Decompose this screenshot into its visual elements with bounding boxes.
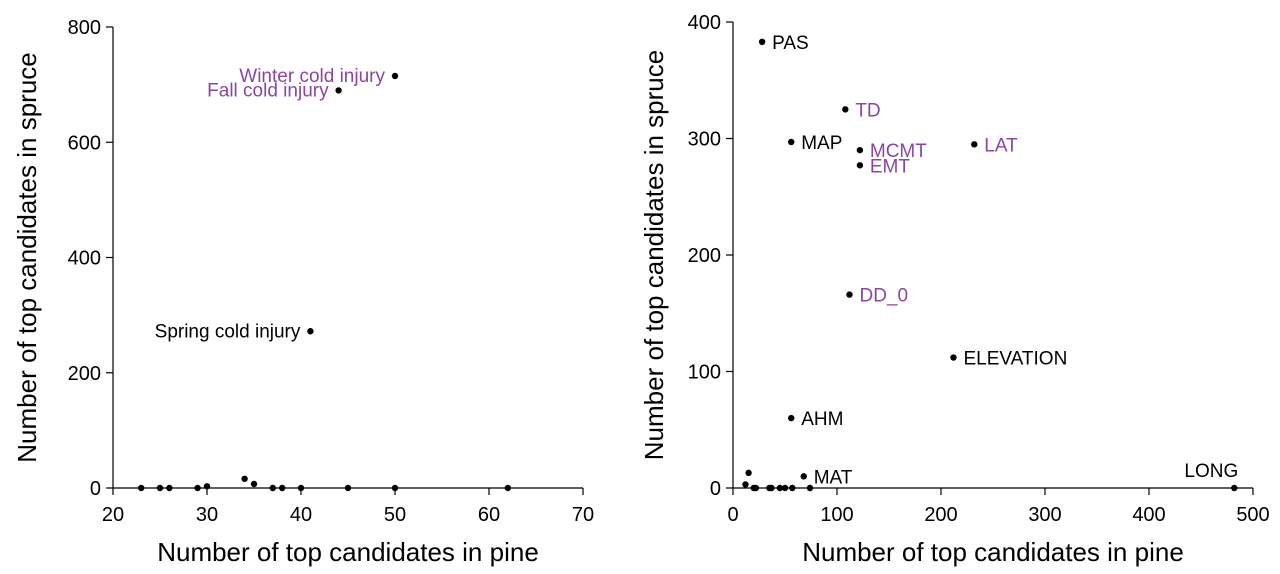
data-point <box>344 484 352 492</box>
data-point <box>788 138 795 146</box>
data-point <box>138 484 145 492</box>
chart-panel-climate-variables: 0 100 200 300 400 0 100 200 300 400 500 Number of t… <box>639 12 1270 567</box>
y-axis-title: Number of top candidates in spruce <box>639 50 669 460</box>
data-point <box>156 484 164 492</box>
data-point <box>250 480 258 488</box>
data-point <box>781 484 789 492</box>
point-label: ELEVATION <box>963 349 1067 370</box>
y-tick-label: 400 <box>688 12 721 34</box>
x-tick-label: 20 <box>102 504 124 526</box>
x-tick-label: 0 <box>727 504 738 526</box>
point-label: TD <box>855 100 880 121</box>
x-axis-title: Number of top candidates in pine <box>157 537 539 567</box>
data-point <box>768 484 775 492</box>
data-point <box>241 475 248 482</box>
y-axis-title: Number of top candidates in spruce <box>12 52 42 462</box>
data-point <box>806 484 814 492</box>
point-label: MAP <box>801 133 842 154</box>
data-point <box>1231 484 1238 492</box>
x-tick-label: 50 <box>384 504 406 526</box>
data-point <box>846 291 853 298</box>
data-point <box>269 484 276 492</box>
x-axis-title: Number of top candidates in pine <box>802 537 1184 567</box>
x-tick-label: 200 <box>924 504 957 526</box>
data-point <box>752 484 760 492</box>
x-tick-label: 400 <box>1132 504 1165 526</box>
y-tick-label: 600 <box>68 132 101 154</box>
x-tick-label: 40 <box>290 504 312 526</box>
data-point <box>742 481 749 488</box>
data-point <box>856 162 864 169</box>
y-tick-label: 0 <box>90 478 101 500</box>
data-point <box>789 484 796 492</box>
data-point <box>307 328 314 335</box>
y-tick-label: 400 <box>68 248 101 270</box>
data-point <box>391 72 399 80</box>
data-point <box>194 484 201 492</box>
data-point <box>335 87 342 94</box>
point-label: EMT <box>870 156 911 177</box>
y-tick-label: 200 <box>688 245 721 267</box>
data-point <box>297 484 305 492</box>
point-label: LAT <box>984 135 1018 156</box>
y-tick-label: 0 <box>710 478 721 500</box>
point-label: Spring cold injury <box>155 321 301 342</box>
data-point <box>203 483 211 490</box>
point-label: AHM <box>801 409 843 430</box>
data-point <box>776 484 783 492</box>
x-tick-label: 300 <box>1028 504 1061 526</box>
y-tick-label: 800 <box>68 17 101 39</box>
y-tick-label: 300 <box>688 129 721 151</box>
point-label: DD_0 <box>859 286 908 307</box>
point-label: PAS <box>772 33 809 54</box>
data-point <box>800 473 807 480</box>
point-label: Winter cold injury <box>239 66 385 87</box>
y-tick-label: 200 <box>68 363 101 385</box>
point-label: MAT <box>814 467 853 488</box>
data-point <box>758 38 766 46</box>
data-point <box>391 484 399 492</box>
point-label: LONG <box>1184 461 1238 482</box>
point-label: Fall cold injury <box>207 80 329 101</box>
x-tick-label: 60 <box>478 504 500 526</box>
data-point <box>856 146 864 154</box>
x-tick-label: 100 <box>820 504 853 526</box>
data-point <box>788 414 795 422</box>
data-point <box>279 484 286 492</box>
data-point <box>971 141 978 148</box>
y-tick-label: 100 <box>688 362 721 384</box>
x-tick-label: 30 <box>196 504 218 526</box>
data-point <box>504 484 511 492</box>
point-label: MCMT <box>870 141 927 162</box>
x-tick-label: 500 <box>1236 504 1269 526</box>
data-point <box>745 469 752 477</box>
data-point <box>842 106 849 113</box>
data-point <box>166 484 173 492</box>
x-tick-label: 70 <box>572 504 594 526</box>
chart-panel-spring-fall-winter: 0 200 400 600 800 20 30 40 50 60 70 Number of top c… <box>12 17 594 567</box>
data-point <box>950 354 957 361</box>
